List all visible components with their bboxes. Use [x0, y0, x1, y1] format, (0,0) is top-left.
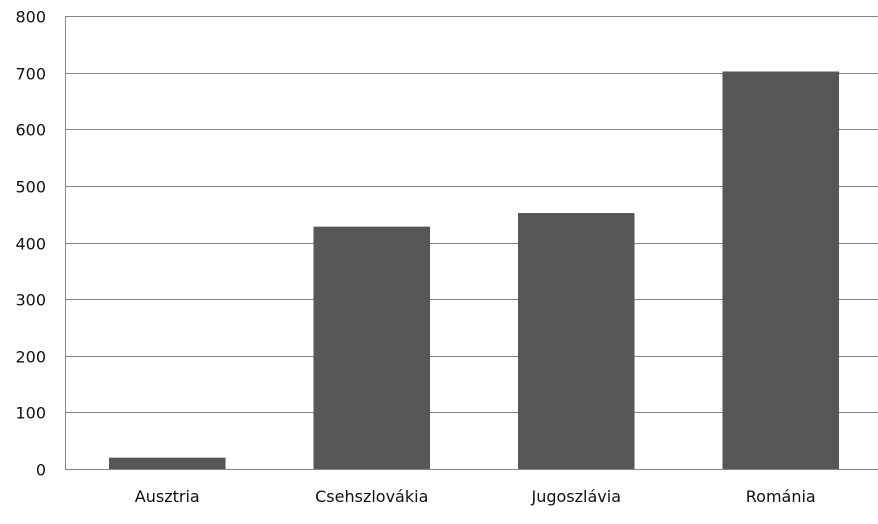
x-tick-label: Ausztria [135, 487, 200, 506]
y-tick-label: 500 [15, 178, 46, 197]
bar-jugoszlávia [517, 213, 635, 469]
y-tick-label: 600 [15, 121, 46, 140]
bars [108, 71, 840, 470]
y-tick-label: 400 [15, 235, 46, 254]
gridlines [65, 16, 878, 413]
axes [65, 16, 878, 470]
bar-ausztria [108, 457, 226, 469]
y-tick-label: 200 [15, 348, 46, 367]
y-tick-labels: 0 100 200 300 400 500 600 700 800 [15, 8, 46, 480]
x-tick-label: Csehszlovákia [315, 487, 428, 506]
y-tick-label: 0 [36, 461, 46, 480]
x-tick-label: Jugoszlávia [530, 487, 621, 506]
y-tick-label: 800 [15, 8, 46, 27]
x-tick-labels: Ausztria Csehszlovákia Jugoszlávia Románia [135, 487, 816, 506]
y-tick-label: 700 [15, 65, 46, 84]
bar-románia [722, 71, 840, 470]
y-tick-label: 100 [15, 404, 46, 423]
x-tick-label: Románia [746, 487, 816, 506]
bar-csehszlovákia [313, 226, 431, 469]
y-tick-label: 300 [15, 291, 46, 310]
